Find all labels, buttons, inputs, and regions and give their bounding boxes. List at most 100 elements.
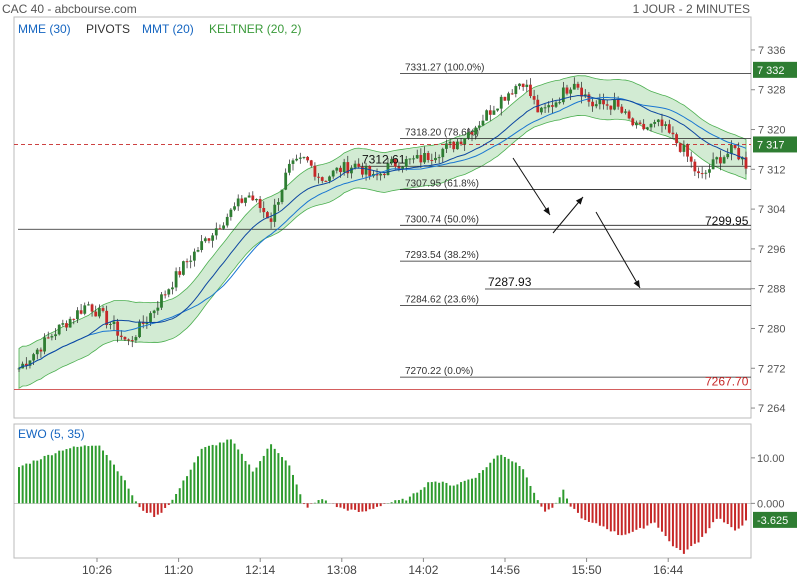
x-tick-label: 15:50 [572,563,602,577]
candle [324,180,328,182]
candle [200,241,204,251]
candle [313,165,317,177]
candle [320,177,324,181]
candle [605,104,609,106]
candle [653,122,657,124]
candle [503,96,507,101]
candle [46,337,50,339]
candle [218,228,222,230]
candle [335,167,339,171]
arrow-line [595,211,641,289]
candle [76,310,79,320]
candle [609,105,613,110]
candle [561,87,565,103]
candle [266,212,269,219]
candle [602,99,605,105]
arrow-head [633,280,640,288]
candle [251,195,255,201]
candle [119,335,123,337]
legend-item: KELTNER (20, 2) [209,22,301,36]
candle [185,261,189,263]
candle [726,153,730,158]
candle [269,218,273,222]
current-price-badge-text: 7 317 [757,139,785,151]
candle [236,198,240,207]
candle [156,307,160,311]
candle [72,318,76,320]
candle [430,159,434,161]
price-panel-frame [13,16,752,419]
candle [485,110,489,121]
candle [547,105,551,108]
keltner-band [18,75,747,390]
candle [328,176,331,181]
candle [145,321,149,324]
candle [127,339,130,341]
candle [507,93,510,101]
ewo-last-badge [753,511,797,528]
x-tick-label: 10:26 [82,563,112,577]
candle [65,323,68,328]
arrow-head [575,197,583,205]
candle [744,157,748,169]
candle [499,96,503,109]
candle [258,199,262,209]
candle [152,310,156,314]
y-tick-label: 7 320 [758,125,786,137]
candle [375,173,379,176]
chart-title: CAC 40 - abcbourse.com [2,2,137,16]
candle [459,141,463,145]
fib-label: 7300.74 (50.0%) [405,214,479,225]
candle [291,160,295,164]
arrow-line [512,157,551,216]
candle [572,83,576,90]
candle [620,106,624,113]
candle [163,294,167,296]
candle [554,102,558,107]
candle [481,120,485,126]
candle [448,141,452,144]
candle [357,163,361,167]
last-price-badge-text: 7 332 [757,65,785,77]
candle [138,321,141,338]
x-tick-label: 16:44 [653,563,683,577]
candle [642,123,646,130]
candle [108,323,112,326]
candle [353,163,357,168]
candle [518,83,521,87]
y-tick-label: 7 312 [758,164,786,176]
candle [514,86,518,95]
candle [287,163,291,173]
candle [134,337,138,341]
candle [404,159,408,167]
candle [733,144,737,149]
annotation-label: 7299.95 [705,214,749,228]
ewo-last-badge-text: -3.625 [757,515,788,527]
x-tick-label: 13:08 [327,563,357,577]
candle [715,157,719,160]
candle [87,304,90,306]
candle [171,287,174,290]
candle [580,87,584,97]
ewo-y-tick-label: 10.00 [757,453,785,465]
candle [141,321,145,324]
candle [368,166,372,177]
y-tick-label: 7 264 [758,403,786,415]
fib-label: 7270.22 (0.0%) [405,366,473,377]
candle [594,104,598,107]
candle [382,173,386,176]
candle [247,195,251,198]
candle [116,321,120,336]
candle [540,107,543,113]
candle [638,122,642,124]
y-tick-label: 7 280 [758,323,786,335]
candle [635,122,638,126]
candle [79,310,83,314]
candle [477,125,481,128]
candle [28,360,32,366]
candle [284,172,288,190]
ewo-y-tick-label: 0.000 [757,498,785,510]
legend-item: PIVOTS [86,22,130,36]
ewo-panel-frame [13,423,752,559]
